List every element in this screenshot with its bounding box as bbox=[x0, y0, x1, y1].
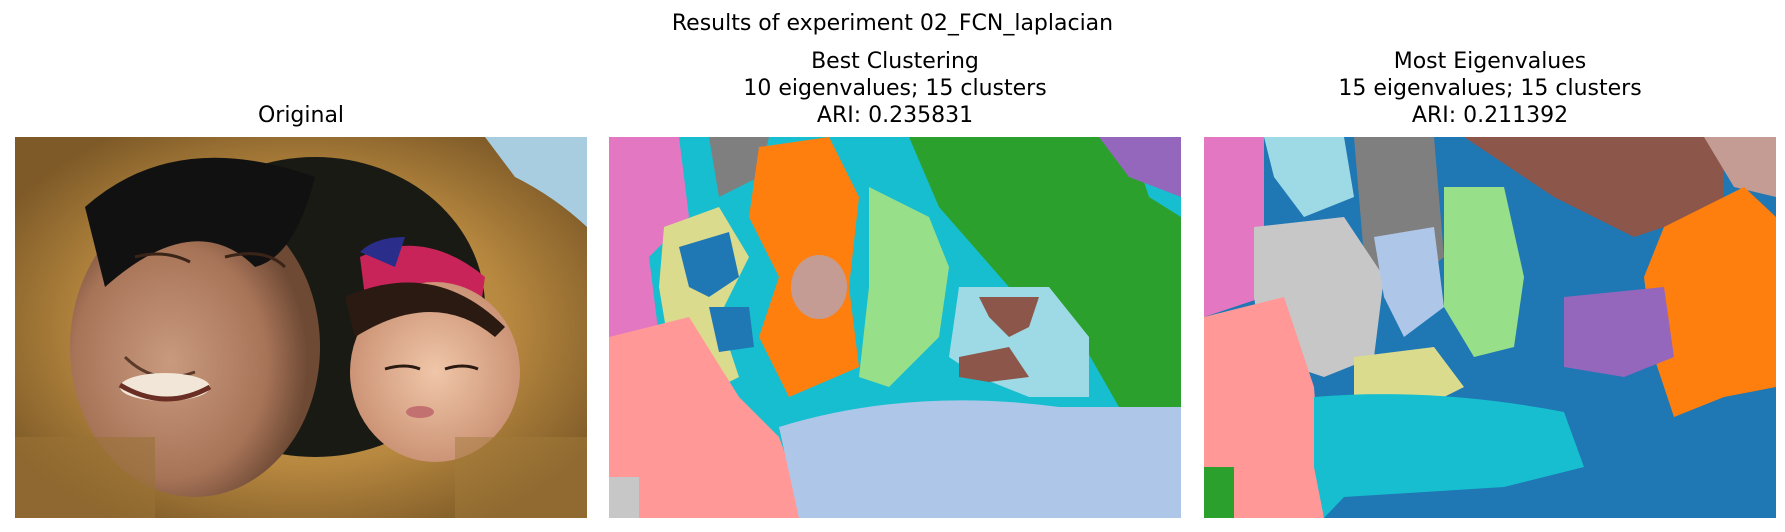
original-photo-drawing bbox=[15, 137, 587, 518]
panel-original-title-wrap: Original bbox=[15, 0, 587, 129]
panel-original-title-line-1: Original bbox=[257, 103, 345, 128]
panel-most-eigenvalues-title-line-3: ARI: 0.211392 bbox=[1411, 103, 1569, 128]
panel-best-clustering-title-wrap: Best Clustering 10 eigenvalues; 15 clust… bbox=[609, 0, 1181, 129]
panel-best-clustering-title-line-3: ARI: 0.235831 bbox=[816, 103, 974, 128]
most-eigenvalues-drawing bbox=[1204, 137, 1776, 518]
best-clustering-drawing bbox=[609, 137, 1181, 518]
panel-best-clustering-title-line-1: Best Clustering bbox=[811, 49, 979, 74]
panel-most-eigenvalues-title-line-2: 15 eigenvalues; 15 clusters bbox=[1338, 76, 1642, 101]
panel-best-clustering-title-line-2: 10 eigenvalues; 15 clusters bbox=[743, 76, 1047, 101]
panel-best-clustering: Best Clustering 10 eigenvalues; 15 clust… bbox=[609, 0, 1181, 532]
panel-original-title: Original bbox=[15, 102, 587, 129]
panel-most-eigenvalues: Most Eigenvalues 15 eigenvalues; 15 clus… bbox=[1204, 0, 1776, 532]
panel-most-eigenvalues-title: Most Eigenvalues 15 eigenvalues; 15 clus… bbox=[1204, 48, 1776, 129]
figure-suptitle: Results of experiment 02_FCN_laplacian bbox=[671, 11, 1114, 36]
original-photo bbox=[15, 137, 587, 518]
panel-original: Original bbox=[15, 0, 587, 532]
panel-most-eigenvalues-title-line-1: Most Eigenvalues bbox=[1393, 49, 1587, 74]
panel-best-clustering-title: Best Clustering 10 eigenvalues; 15 clust… bbox=[609, 48, 1181, 129]
panel-most-eigenvalues-title-wrap: Most Eigenvalues 15 eigenvalues; 15 clus… bbox=[1204, 0, 1776, 129]
best-clustering-map bbox=[609, 137, 1181, 518]
most-eigenvalues-map bbox=[1204, 137, 1776, 518]
